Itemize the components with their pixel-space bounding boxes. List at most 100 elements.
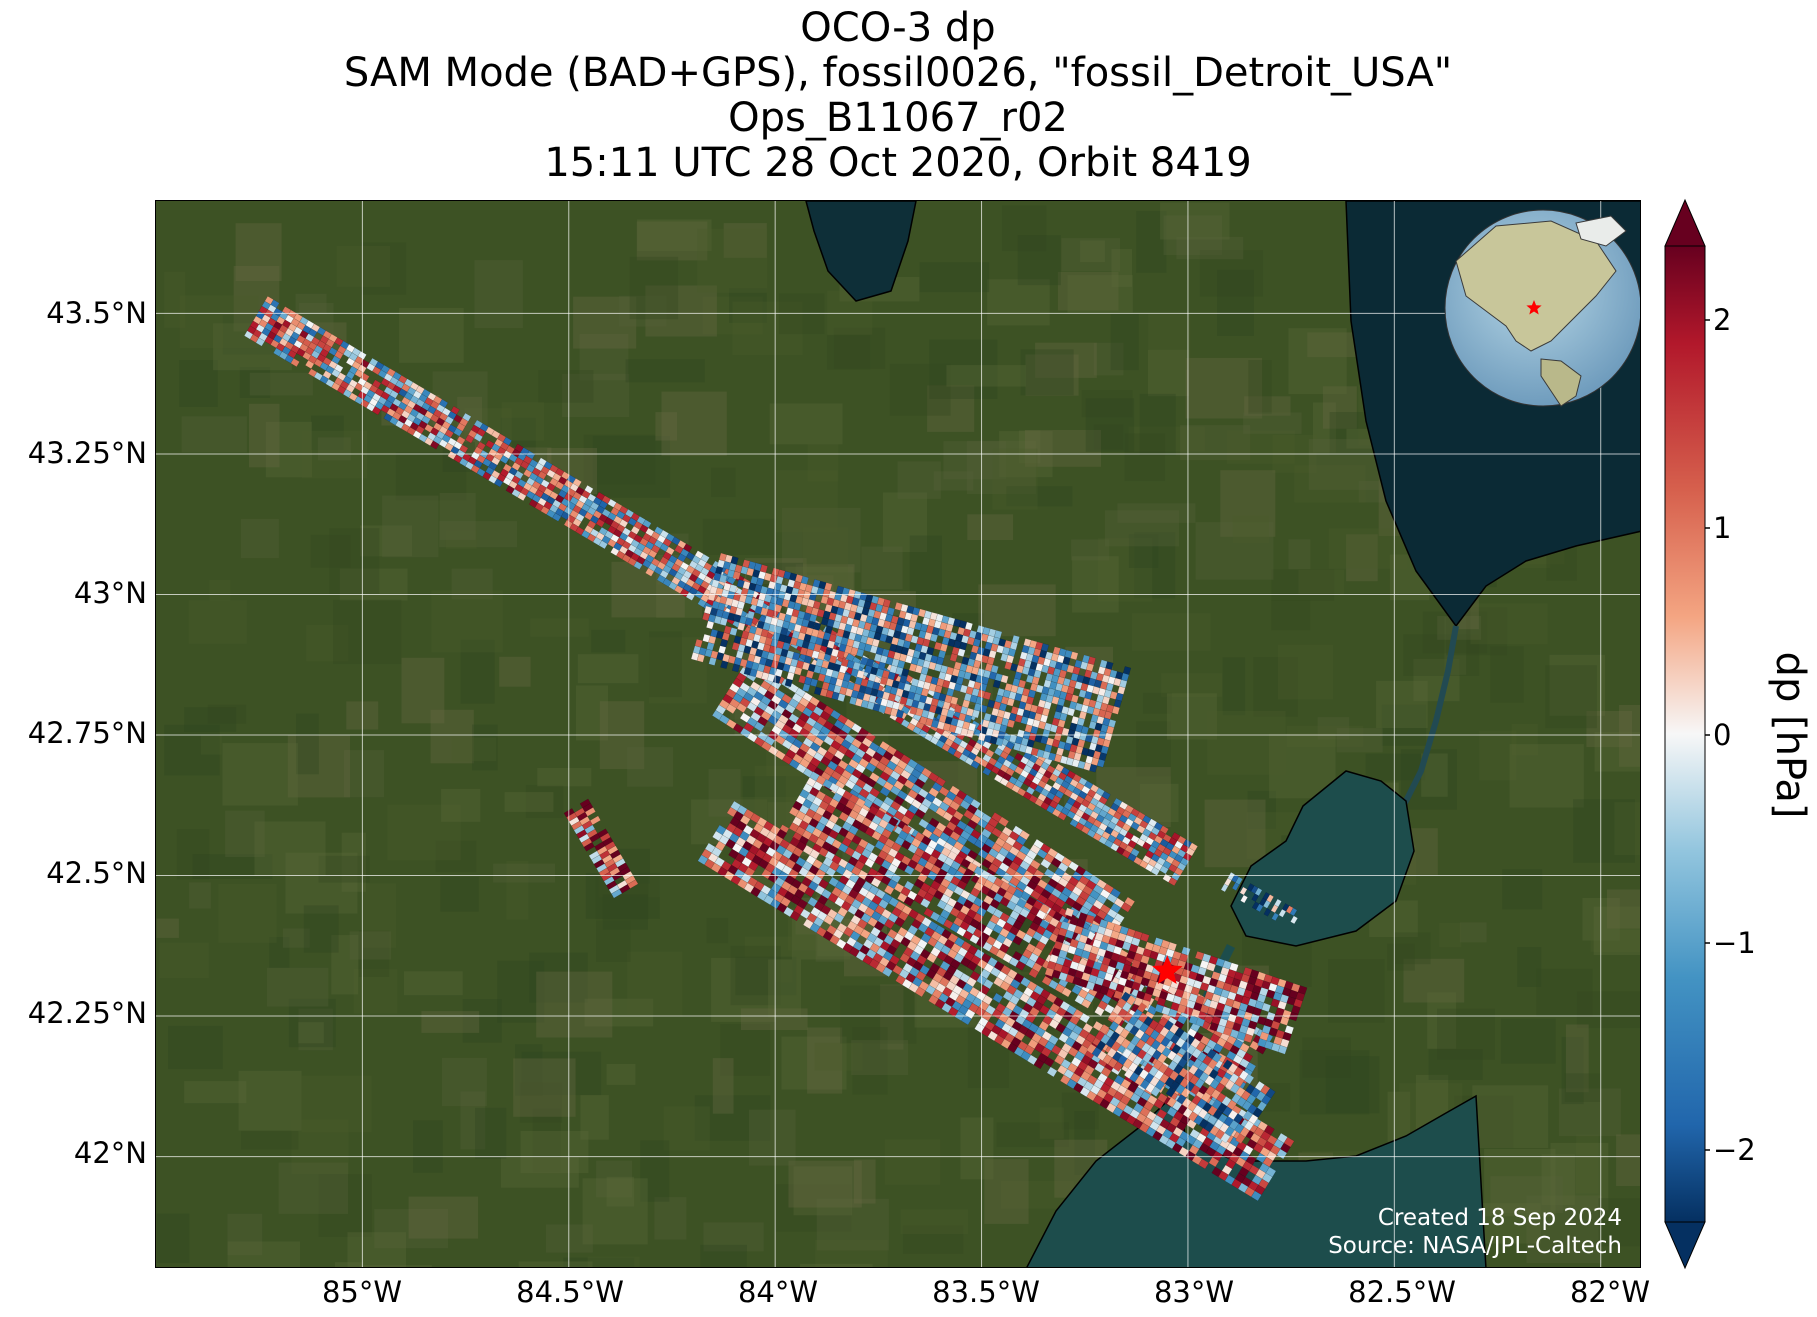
land-texture-patch [807, 1027, 843, 1094]
land-texture-patch [1545, 665, 1597, 729]
land-texture-patch [573, 296, 637, 349]
land-texture-patch [460, 639, 495, 704]
land-texture-patch [585, 872, 660, 919]
land-texture-patch [501, 402, 544, 441]
land-texture-patch [339, 568, 408, 601]
land-texture-patch [241, 1131, 299, 1150]
land-texture-patch [1128, 534, 1159, 568]
land-texture-patch [1247, 790, 1276, 829]
land-texture-patch [404, 971, 463, 996]
land-texture-patch [720, 1024, 771, 1076]
land-texture-patch [640, 1140, 670, 1202]
land-texture-patch [1550, 1142, 1609, 1211]
land-texture-patch [697, 228, 768, 293]
land-texture-patch [1470, 603, 1548, 645]
land-texture-patch [711, 957, 776, 1022]
map-panel[interactable]: Created 18 Sep 2024 Source: NASA/JPL-Cal… [155, 200, 1641, 1268]
land-texture-patch [239, 367, 271, 398]
sounding-footprint [493, 478, 504, 488]
land-texture-patch [1253, 657, 1298, 717]
land-texture-patch [1576, 991, 1640, 1029]
land-texture-patch [1006, 486, 1073, 507]
land-texture-patch [1057, 272, 1119, 311]
land-texture-patch [184, 707, 237, 732]
land-texture-patch [1459, 922, 1487, 943]
land-texture-patch [1541, 1154, 1575, 1206]
map-canvas[interactable] [156, 201, 1641, 1268]
land-texture-patch [499, 656, 531, 687]
land-texture-patch [579, 334, 629, 381]
land-texture-patch [1394, 932, 1431, 965]
land-texture-patch [1217, 269, 1254, 336]
land-texture-patch [520, 1131, 589, 1174]
land-texture-patch [421, 1011, 480, 1033]
land-texture-patch [580, 1095, 609, 1140]
land-texture-patch [1381, 704, 1427, 746]
land-texture-patch [1288, 328, 1347, 395]
land-texture-patch [287, 735, 350, 798]
land-texture-patch [1271, 569, 1335, 601]
land-texture-patch [532, 1108, 561, 1173]
land-texture-patch [775, 1184, 852, 1232]
land-texture-patch [235, 223, 282, 281]
land-texture-patch [179, 295, 259, 349]
land-texture-patch [1140, 783, 1179, 822]
land-texture-patch [189, 882, 211, 909]
land-texture-patch [1001, 205, 1047, 252]
land-texture-patch [298, 1022, 324, 1044]
land-texture-patch [1427, 992, 1457, 1049]
land-texture-patch [729, 288, 767, 323]
sounding-footprint [430, 440, 440, 450]
land-texture-patch [946, 365, 1026, 387]
land-texture-patch [602, 894, 648, 930]
land-texture-patch [1136, 211, 1167, 273]
land-texture-patch [441, 788, 481, 822]
land-texture-patch [1117, 503, 1196, 523]
land-texture-patch [413, 1120, 443, 1173]
land-texture-patch [1142, 692, 1172, 714]
land-texture-patch [159, 942, 209, 979]
land-texture-patch [852, 1027, 888, 1095]
land-texture-patch [1074, 1111, 1095, 1175]
land-texture-patch [1222, 657, 1246, 716]
sounding-footprint [465, 434, 475, 444]
land-texture-patch [504, 792, 554, 812]
land-texture-patch [606, 1176, 635, 1207]
land-texture-patch [769, 403, 843, 445]
land-texture-patch [1061, 238, 1120, 272]
land-texture-patch [358, 930, 390, 977]
title-line-1: OCO-3 dp [800, 5, 996, 51]
land-texture-patch [362, 883, 396, 948]
land-texture-patch [184, 1081, 247, 1104]
land-texture-patch [513, 1058, 576, 1117]
land-texture-patch [462, 999, 502, 1043]
sounding-footprint [371, 406, 382, 416]
land-texture-patch [408, 1196, 479, 1239]
land-texture-patch [475, 1107, 507, 1159]
land-texture-patch [730, 945, 781, 1006]
land-texture-patch [1163, 215, 1222, 255]
land-texture-patch [1185, 357, 1263, 419]
land-texture-patch [1104, 510, 1179, 547]
land-texture-patch [1020, 349, 1074, 396]
sounding-footprint [552, 512, 562, 522]
land-texture-patch [1299, 1050, 1370, 1115]
land-texture-patch [451, 737, 497, 762]
land-texture-patch [227, 1213, 263, 1256]
land-texture-patch [768, 959, 801, 1018]
land-texture-patch [1039, 1107, 1064, 1139]
land-texture-patch [1439, 923, 1462, 948]
land-texture-patch [749, 1109, 796, 1166]
land-texture-patch [303, 905, 339, 953]
land-texture-patch [802, 527, 848, 583]
land-texture-patch [1132, 613, 1211, 651]
land-texture-patch [1071, 539, 1110, 561]
land-texture-patch [735, 956, 797, 996]
land-texture-patch [242, 1268, 313, 1269]
land-texture-patch [288, 998, 336, 1048]
land-texture-patch [900, 1209, 968, 1235]
land-texture-patch [1561, 1036, 1584, 1105]
land-texture-patch [815, 1240, 888, 1267]
land-texture-patch [349, 931, 392, 960]
land-texture-patch [711, 467, 736, 498]
